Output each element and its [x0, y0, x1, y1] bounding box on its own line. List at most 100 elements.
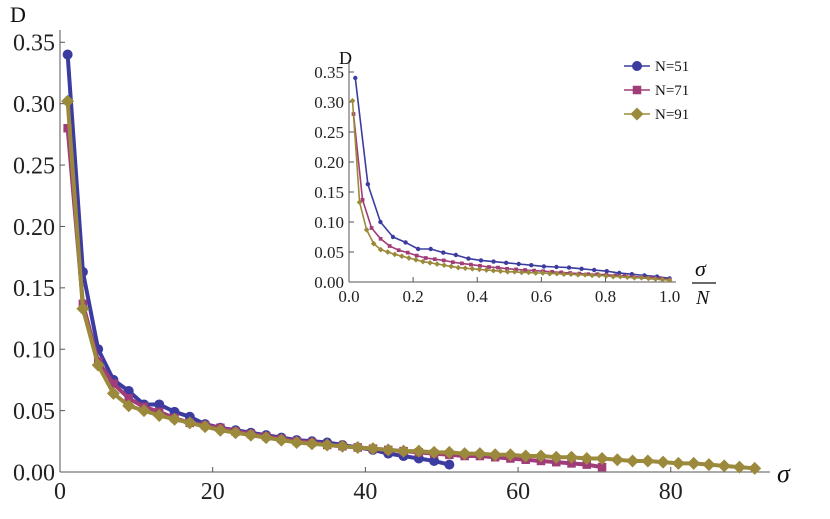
inset-point-n-91 [666, 277, 673, 284]
inset-point-n-71 [369, 226, 374, 230]
inset-point-n-71 [559, 270, 564, 275]
inset-point-n-91 [398, 253, 405, 260]
main-point-n-91 [229, 426, 243, 440]
inset-point-n-51 [353, 75, 358, 81]
inset-point-n-71 [622, 274, 627, 278]
main-point-n-91 [549, 450, 563, 464]
inset-point-n-91 [511, 268, 518, 275]
inset-point-n-91 [356, 199, 363, 206]
main-point-n-91 [442, 445, 456, 459]
main-point-n-91 [137, 404, 151, 418]
inset-y-axis-label: D [339, 48, 352, 68]
main-point-n-91 [656, 455, 670, 469]
inset-point-n-71 [460, 261, 464, 266]
main-x-axis-label: σ [777, 459, 791, 488]
main-point-n-91 [259, 431, 273, 445]
inset-point-n-71 [450, 260, 455, 265]
inset-point-n-71 [613, 273, 618, 278]
inset-point-n-71 [469, 262, 473, 267]
inset-point-n-71 [595, 272, 600, 277]
inset-point-n-91 [497, 268, 504, 275]
inset-point-n-71 [550, 269, 555, 274]
main-point-n-91 [397, 444, 411, 458]
main-y-tick-label: 0.15 [13, 276, 55, 302]
inset-point-n-91 [427, 259, 433, 266]
main-point-n-51 [62, 49, 73, 60]
main-point-n-91 [412, 444, 426, 458]
legend-swatch-marker [632, 85, 642, 95]
main-point-n-51 [154, 399, 165, 410]
main-point-n-91 [290, 436, 304, 450]
inset-point-n-91 [476, 266, 483, 273]
inset-x-tick-label: 0.8 [595, 287, 616, 306]
inset-point-n-51 [378, 219, 383, 225]
main-y-axis-label: D [10, 2, 26, 27]
main-point-n-91 [152, 409, 166, 423]
inset-point-n-51 [503, 260, 509, 265]
inset-point-n-91 [603, 273, 610, 279]
inset-point-n-71 [405, 250, 410, 255]
main-line-n-71 [65, 128, 603, 470]
inset-point-n-91 [568, 271, 574, 278]
inset-point-n-91 [546, 270, 553, 277]
main-point-n-91 [595, 451, 609, 465]
inset-point-n-51 [428, 246, 433, 252]
main-y-tick-label: 0.25 [13, 153, 55, 179]
main-point-n-91 [335, 439, 349, 453]
main-plot: 0 20 40 60 80 0.000.050.100.150.200.250.300.… [10, 2, 791, 505]
main-point-n-91 [473, 447, 487, 461]
main-point-n-71 [124, 394, 133, 403]
main-y-tick-label: 0.20 [13, 215, 55, 241]
inset-point-n-91 [532, 270, 539, 276]
inset-point-n-71 [523, 268, 527, 272]
main-y-tick-label: 0.00 [13, 460, 55, 486]
main-point-n-91 [503, 448, 517, 462]
inset-point-n-91 [596, 272, 602, 279]
main-point-n-71 [597, 462, 607, 472]
main-point-n-91 [641, 454, 655, 468]
inset-point-n-51 [591, 267, 597, 273]
inset-point-n-91 [420, 258, 426, 265]
main-series [61, 49, 762, 475]
inset-point-n-91 [490, 267, 497, 274]
inset-point-n-71 [441, 258, 446, 263]
inset-point-n-91 [652, 276, 659, 282]
inset-point-n-51 [441, 250, 446, 255]
main-x-tick-label: 80 [659, 479, 683, 505]
inset-point-n-51 [365, 182, 371, 187]
main-y-tick-label: 0.10 [13, 338, 55, 364]
main-point-n-91 [183, 416, 197, 430]
main-x-tick-label: 60 [506, 479, 530, 505]
inset-point-n-91 [504, 268, 511, 275]
inset-point-n-51 [478, 258, 484, 263]
inset-point-n-91 [406, 255, 412, 261]
main-y-ticks: 0.00 0.05 0.10 0.15 0.20 0.25 0.30 0.35 [13, 31, 65, 486]
inset-point-n-71 [360, 197, 365, 202]
inset-point-n-51 [403, 240, 408, 245]
inset-point-n-91 [539, 270, 546, 276]
inset-point-n-91 [624, 274, 631, 281]
main-point-n-91 [106, 386, 120, 400]
inset-x-tick-label: 1.0 [659, 287, 680, 306]
inset-y-tick-label: 0.25 [314, 123, 344, 142]
main-point-n-91 [565, 450, 579, 464]
inset-point-n-51 [541, 264, 547, 269]
main-point-n-91 [122, 399, 136, 413]
inset-y-ticks: 0.00 0.05 0.10 0.15 0.20 0.25 0.30 0.35 [314, 63, 354, 292]
inset-y-tick-label: 0.10 [314, 213, 344, 232]
legend-entry: N=91 [624, 107, 689, 123]
inset-y-tick-label: 0.00 [314, 273, 344, 292]
inset-point-n-91 [553, 270, 560, 277]
main-point-n-91 [702, 458, 716, 472]
inset-point-n-71 [414, 253, 419, 258]
main-series-n-51 [62, 49, 455, 470]
legend: N=51 N=71 N=91 [618, 50, 726, 130]
main-y-tick-label: 0.05 [13, 399, 55, 425]
inset-point-n-91 [518, 269, 525, 276]
main-x-tick-label: 20 [201, 479, 225, 505]
inset-point-n-71 [505, 266, 509, 271]
inset-plot: 0.0 0.2 0.4 0.6 0.8 1.0 0.000.050.100.150.200… [314, 48, 716, 309]
inset-point-n-51 [516, 261, 521, 267]
main-series-n-71 [63, 123, 607, 472]
inset-y-tick-label: 0.30 [314, 93, 344, 112]
